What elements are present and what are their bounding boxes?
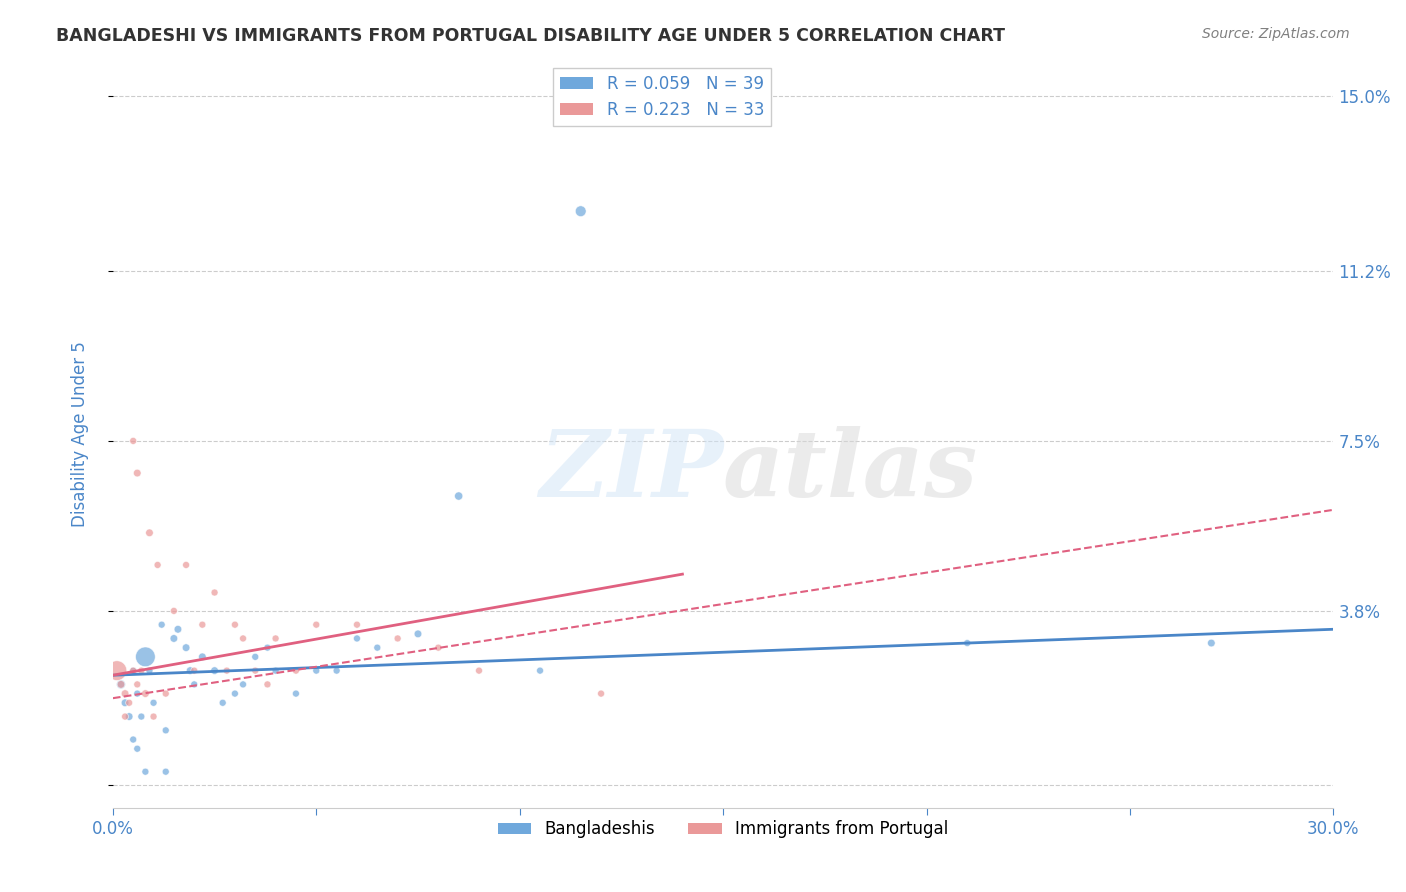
Point [122,664,145,678]
Point [118,696,141,710]
Point [131,709,153,723]
Point [591,687,613,701]
Point [105,664,128,678]
Point [110,677,132,691]
Point [134,764,156,779]
Point [114,687,136,701]
Point [134,687,156,701]
Point [346,617,368,632]
Point [183,677,205,691]
Point [138,525,160,540]
Point [174,640,197,655]
Point [224,617,246,632]
Legend: Bangladeshis, Immigrants from Portugal: Bangladeshis, Immigrants from Portugal [491,814,955,845]
Point [245,664,267,678]
Point [146,558,169,572]
Point [118,709,141,723]
Point [305,664,328,678]
Point [179,664,201,678]
Point [122,664,145,678]
Point [131,664,153,678]
Point [305,617,328,632]
Point [284,664,307,678]
Point [191,649,214,664]
Point [569,204,592,219]
Text: BANGLADESHI VS IMMIGRANTS FROM PORTUGAL DISABILITY AGE UNDER 5 CORRELATION CHART: BANGLADESHI VS IMMIGRANTS FROM PORTUGAL … [56,27,1005,45]
Point [387,632,409,646]
Point [215,664,238,678]
Point [134,649,156,664]
Point [155,764,177,779]
Point [127,741,149,756]
Point [204,664,226,678]
Y-axis label: Disability Age Under 5: Disability Age Under 5 [72,341,89,527]
Point [224,687,246,701]
Point [232,677,254,691]
Point [127,677,149,691]
Point [155,687,177,701]
Point [264,632,287,646]
Point [264,664,287,678]
Point [406,627,429,641]
Point [127,466,149,480]
Point [245,649,267,664]
Point [174,558,197,572]
Point [204,585,226,599]
Text: ZIP: ZIP [538,426,723,516]
Point [366,640,388,655]
Point [232,632,254,646]
Text: Source: ZipAtlas.com: Source: ZipAtlas.com [1202,27,1350,41]
Point [468,664,491,678]
Point [122,732,145,747]
Point [142,696,165,710]
Point [956,636,979,650]
Point [211,696,233,710]
Point [122,434,145,448]
Point [529,664,551,678]
Point [191,617,214,632]
Point [127,687,149,701]
Point [167,622,190,636]
Point [163,604,186,618]
Point [256,640,278,655]
Point [447,489,470,503]
Point [1201,636,1223,650]
Text: atlas: atlas [723,426,979,516]
Point [142,709,165,723]
Point [256,677,278,691]
Point [110,677,132,691]
Point [325,664,347,678]
Point [284,687,307,701]
Point [114,696,136,710]
Point [138,664,160,678]
Point [155,723,177,738]
Point [150,617,173,632]
Point [346,632,368,646]
Point [183,664,205,678]
Point [427,640,450,655]
Point [163,632,186,646]
Point [114,709,136,723]
